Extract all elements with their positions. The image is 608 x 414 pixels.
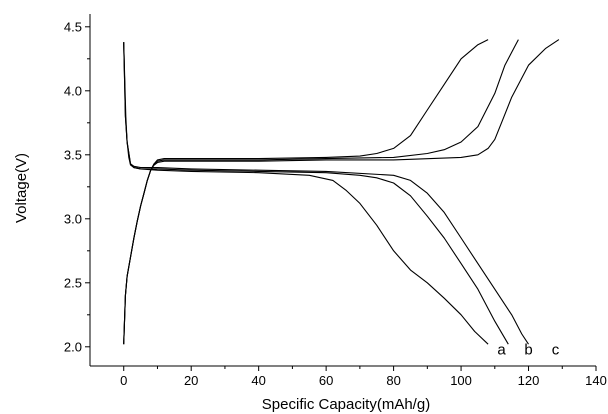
- series-group: [124, 40, 559, 345]
- y-tick-label: 3.5: [64, 147, 82, 162]
- y-axis-title: Voltage(V): [13, 153, 30, 223]
- series-line-c-discharge: [124, 42, 529, 344]
- y-tick-label: 3.0: [64, 211, 82, 226]
- series-line-c-charge: [124, 40, 559, 345]
- y-tick-label: 2.0: [64, 339, 82, 354]
- series-line-b-charge: [124, 40, 519, 345]
- x-tick-label: 100: [450, 373, 472, 388]
- axis-ticks: 0 20 40 60 80 100 120 140 2.0 2.5 3.0 3.5 4.0 4.5: [64, 19, 607, 388]
- series-line-b-discharge: [124, 42, 509, 344]
- x-axis-title: Specific Capacity(mAh/g): [262, 396, 430, 413]
- curve-label-b: b: [524, 341, 532, 358]
- y-tick-label: 4.5: [64, 19, 82, 34]
- curve-label-a: a: [497, 341, 506, 358]
- axes: [90, 14, 596, 366]
- y-tick-label: 2.5: [64, 275, 82, 290]
- series-line-a-charge: [124, 40, 488, 345]
- x-tick-label: 0: [120, 373, 127, 388]
- series-line-a-discharge: [124, 42, 488, 344]
- curve-labels: a b c: [497, 341, 559, 358]
- y-tick-label: 4.0: [64, 83, 82, 98]
- x-tick-label: 60: [319, 373, 333, 388]
- x-tick-label: 20: [184, 373, 198, 388]
- x-tick-label: 80: [386, 373, 400, 388]
- x-tick-label: 140: [585, 373, 607, 388]
- curve-label-c: c: [552, 341, 560, 358]
- x-tick-label: 40: [251, 373, 265, 388]
- x-tick-label: 120: [518, 373, 540, 388]
